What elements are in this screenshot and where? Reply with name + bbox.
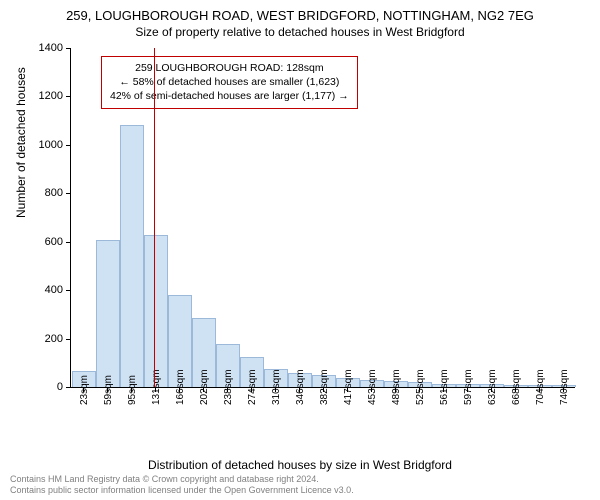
y-tick: 400 [45,284,71,296]
y-tick: 600 [45,236,71,248]
x-tick-label: 59sqm [103,375,114,405]
x-tick-label: 238sqm [223,369,234,405]
reference-line [154,48,155,387]
x-tick-label: 453sqm [367,369,378,405]
annotation-line: 259 LOUGHBOROUGH ROAD: 128sqm [110,61,349,75]
x-tick-label: 489sqm [391,369,402,405]
histogram-bar [144,235,168,387]
histogram-bar [96,240,120,387]
plot-area: 259 LOUGHBOROUGH ROAD: 128sqm ← 58% of d… [70,48,575,388]
x-tick-label: 274sqm [247,369,258,405]
annotation-line: ← 58% of detached houses are smaller (1,… [110,75,349,89]
x-tick-label: 668sqm [511,369,522,405]
x-tick-label: 166sqm [175,369,186,405]
x-tick-label: 23sqm [79,375,90,405]
x-tick-label: 382sqm [319,369,330,405]
x-tick-label: 740sqm [559,369,570,405]
x-tick-label: 704sqm [535,369,546,405]
y-tick: 1400 [39,42,71,54]
chart-title-main: 259, LOUGHBOROUGH ROAD, WEST BRIDGFORD, … [0,0,600,23]
y-tick: 0 [57,381,71,393]
x-tick-label: 525sqm [415,369,426,405]
x-tick-label: 202sqm [199,369,210,405]
x-tick-label: 346sqm [295,369,306,405]
chart-area: 259 LOUGHBOROUGH ROAD: 128sqm ← 58% of d… [70,48,575,418]
x-tick-label: 561sqm [439,369,450,405]
chart-title-sub: Size of property relative to detached ho… [0,23,600,39]
footer-line-1: Contains HM Land Registry data © Crown c… [10,474,354,485]
y-tick: 1200 [39,90,71,102]
footer-text: Contains HM Land Registry data © Crown c… [10,474,354,497]
x-tick-label: 95sqm [127,375,138,405]
x-tick-label: 310sqm [271,369,282,405]
y-tick: 1000 [39,139,71,151]
x-tick-label: 597sqm [463,369,474,405]
histogram-bar [120,125,144,388]
annotation-box: 259 LOUGHBOROUGH ROAD: 128sqm ← 58% of d… [101,56,358,109]
annotation-line: 42% of semi-detached houses are larger (… [110,89,349,103]
y-tick: 200 [45,333,71,345]
x-axis-label: Distribution of detached houses by size … [0,458,600,472]
y-tick: 800 [45,187,71,199]
x-tick-label: 417sqm [343,369,354,405]
y-axis-label: Number of detached houses [14,67,28,218]
x-tick-label: 632sqm [487,369,498,405]
footer-line-2: Contains public sector information licen… [10,485,354,496]
